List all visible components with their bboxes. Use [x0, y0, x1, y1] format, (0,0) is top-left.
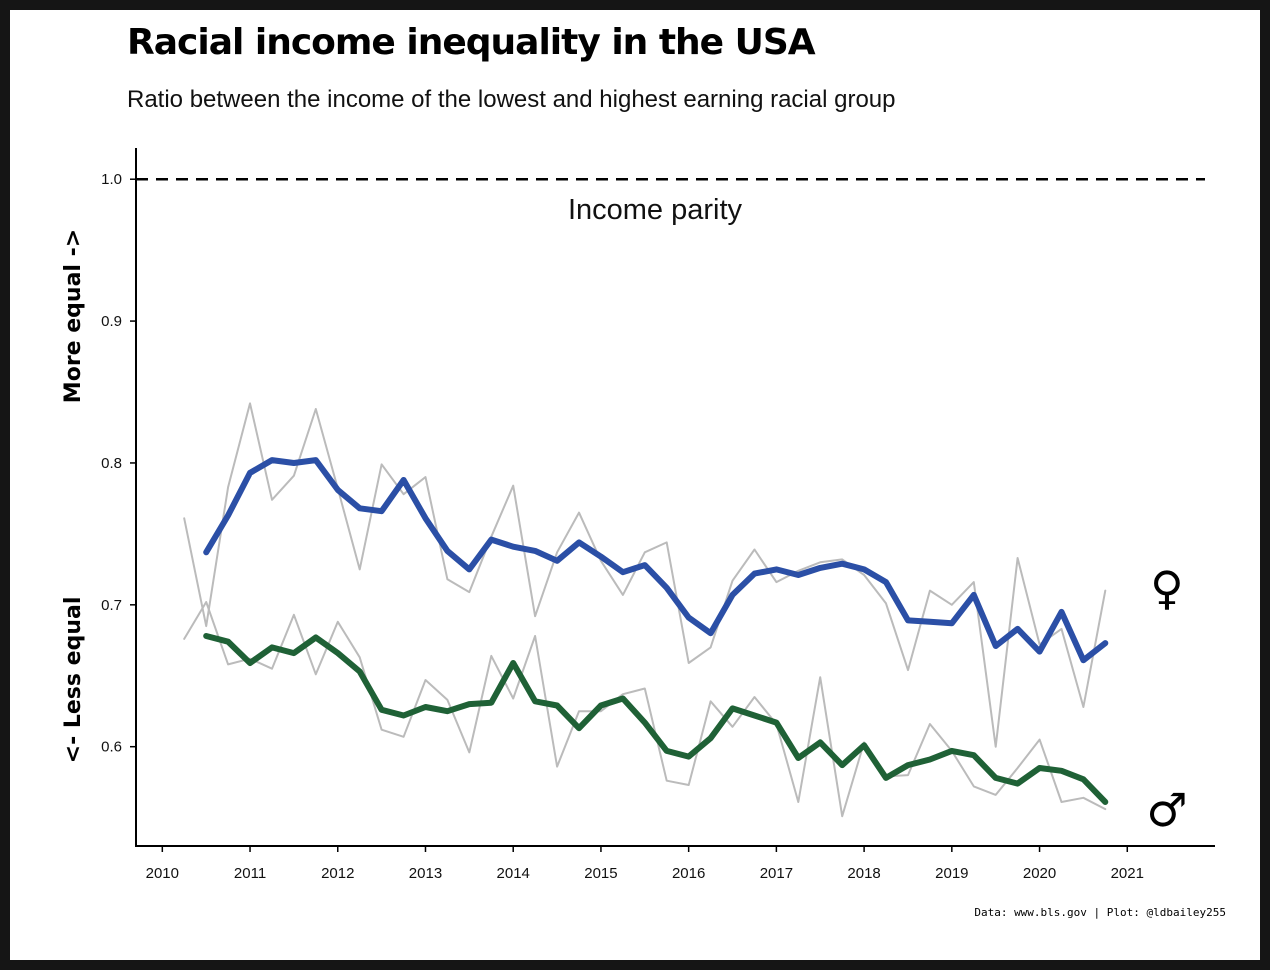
male-symbol: ♂: [1146, 783, 1187, 837]
female-symbol: ♀: [1150, 561, 1184, 615]
chart-title: Racial income inequality in the USA: [127, 22, 816, 63]
chart-subtitle: Ratio between the income of the lowest a…: [127, 86, 896, 113]
y-tick-label: 0.7: [101, 597, 122, 614]
y-tick-label: 0.9: [101, 313, 122, 330]
reference-label: Income parity: [568, 194, 743, 226]
y-label-less-equal: <- Less equal: [61, 597, 86, 764]
x-tick-label: 2013: [409, 865, 442, 882]
x-tick-label: 2019: [935, 865, 968, 882]
y-label-more-equal: More equal ->: [61, 229, 86, 403]
x-tick-label: 2021: [1111, 865, 1144, 882]
female-raw-line: [183, 402, 1107, 748]
x-tick-label: 2018: [847, 865, 880, 882]
x-tick-label: 2020: [1023, 865, 1056, 882]
chart-caption: Data: www.bls.gov | Plot: @ldbailey255: [974, 906, 1226, 919]
y-tick-label: 0.8: [101, 455, 122, 472]
x-tick-label: 2017: [760, 865, 793, 882]
y-tick-label: 1.0: [101, 171, 122, 188]
x-tick-label: 2012: [321, 865, 354, 882]
x-tick-label: 2010: [146, 865, 179, 882]
x-tick-label: 2011: [234, 865, 266, 882]
y-tick-label: 0.6: [101, 739, 122, 756]
female-trend-line: [203, 457, 1109, 664]
x-tick-label: 2015: [584, 865, 617, 882]
x-tick-label: 2014: [497, 865, 530, 882]
chart-canvas: [10, 10, 1260, 960]
x-tick-label: 2016: [672, 865, 705, 882]
male-trend-line: [203, 633, 1109, 805]
male-raw-line: [183, 601, 1107, 818]
